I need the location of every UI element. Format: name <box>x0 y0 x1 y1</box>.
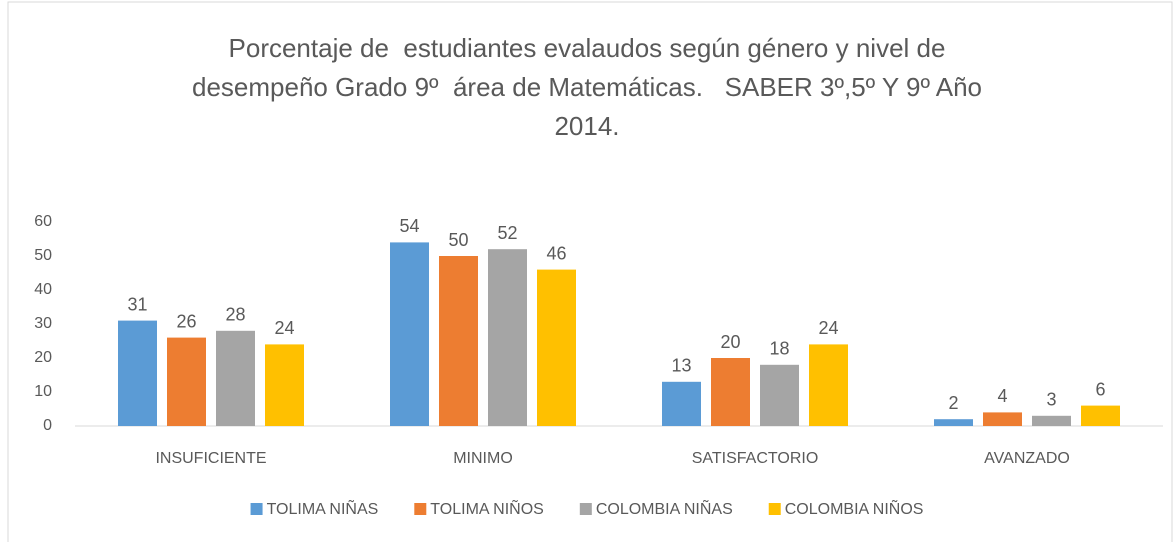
bar <box>1032 415 1071 426</box>
value-label: 54 <box>399 216 419 236</box>
value-label: 3 <box>1046 390 1056 410</box>
value-label: 28 <box>225 305 245 325</box>
x-tick-label: AVANZADO <box>984 450 1070 467</box>
bar <box>711 358 750 426</box>
legend-label: COLOMBIA NIÑAS <box>596 498 733 518</box>
y-tick-label: 30 <box>34 315 52 332</box>
chart-title: desempeño Grado 9º área de Matemáticas. … <box>192 72 982 102</box>
legend-label: TOLIMA NIÑOS <box>430 498 544 518</box>
y-tick-label: 0 <box>43 417 52 434</box>
y-tick-label: 60 <box>34 213 52 230</box>
bar <box>809 344 848 426</box>
value-label: 2 <box>948 393 958 413</box>
bar <box>118 320 157 426</box>
bar <box>439 256 478 426</box>
value-label: 24 <box>274 318 294 338</box>
legend-label: COLOMBIA NIÑOS <box>785 498 924 518</box>
legend-label: TOLIMA NIÑAS <box>267 498 379 518</box>
value-label: 6 <box>1095 379 1105 399</box>
y-tick-label: 20 <box>34 349 52 366</box>
legend-swatch <box>250 503 263 515</box>
x-tick-label: SATISFACTORIO <box>692 450 819 467</box>
value-label: 46 <box>546 243 566 263</box>
bar <box>265 344 304 426</box>
value-label: 31 <box>127 294 147 314</box>
bar <box>390 242 429 426</box>
value-label: 4 <box>997 386 1007 406</box>
bar <box>216 330 255 426</box>
value-label: 20 <box>720 332 740 352</box>
value-label: 50 <box>448 230 468 250</box>
chart-border <box>7 1 1173 542</box>
bar <box>488 249 527 426</box>
chart-title: 2014. <box>554 111 619 141</box>
x-tick-label: INSUFICIENTE <box>155 450 266 467</box>
value-label: 13 <box>671 356 691 376</box>
bar <box>537 269 576 426</box>
value-label: 52 <box>497 223 517 243</box>
bar <box>760 364 799 426</box>
bar <box>167 337 206 426</box>
bar <box>934 419 973 426</box>
x-tick-label: MINIMO <box>453 450 513 467</box>
value-label: 18 <box>769 339 789 359</box>
legend-swatch <box>579 503 592 515</box>
bar <box>1081 405 1120 426</box>
value-label: 24 <box>818 318 838 338</box>
chart-title: Porcentaje de estudiantes evalaudos segú… <box>229 33 946 63</box>
value-label: 26 <box>176 311 196 331</box>
legend-swatch <box>414 503 427 515</box>
bar <box>662 381 701 426</box>
y-tick-label: 40 <box>34 281 52 298</box>
legend-swatch <box>768 503 781 515</box>
bar <box>983 412 1022 426</box>
y-tick-label: 50 <box>34 247 52 264</box>
y-tick-label: 10 <box>34 383 52 400</box>
